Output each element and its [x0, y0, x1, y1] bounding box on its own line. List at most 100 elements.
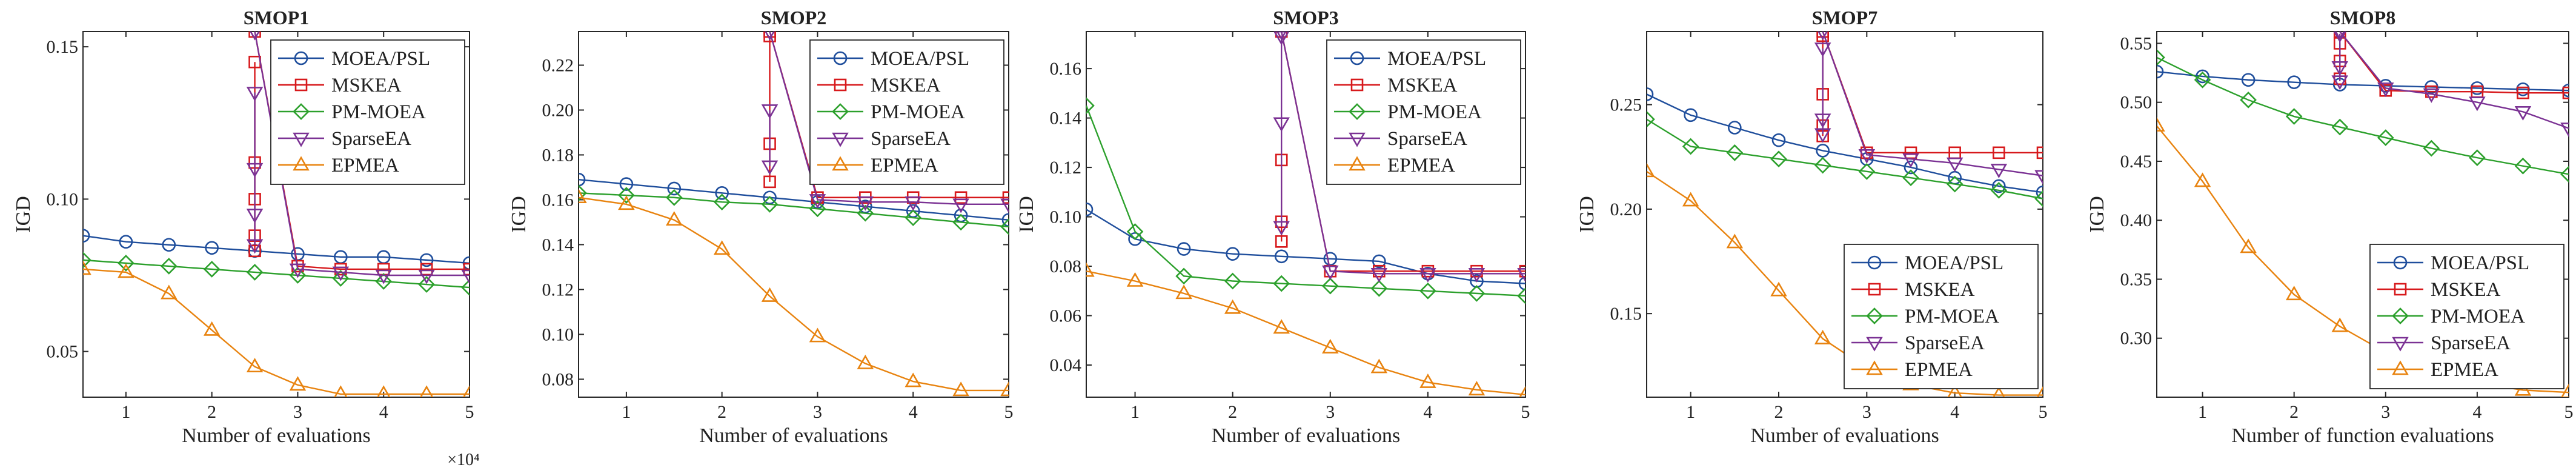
- legend-marker: [2392, 307, 2409, 324]
- data-point: [763, 175, 776, 189]
- legend-item: MOEA/PSL: [278, 48, 430, 70]
- y-tick-label: 0.55: [2120, 33, 2153, 53]
- x-tick-label: 1: [121, 402, 130, 422]
- data-point: [2377, 129, 2394, 146]
- data-point: [1002, 191, 1009, 204]
- data-point: [118, 255, 134, 272]
- data-point: [1321, 277, 1339, 295]
- data-point: [1273, 319, 1290, 334]
- legend-marker: [834, 78, 847, 92]
- data-point: [1990, 164, 2008, 179]
- data-point: [246, 163, 264, 178]
- series-line: [2157, 56, 2569, 175]
- data-point: [332, 270, 350, 287]
- y-tick-label: 0.16: [542, 190, 574, 210]
- x-tick-label: 1: [1686, 402, 1695, 422]
- data-point: [952, 381, 969, 397]
- legend-label: MSKEA: [871, 75, 941, 96]
- data-point: [1726, 233, 1744, 249]
- series-line: [1086, 105, 1525, 297]
- series-line: [83, 259, 470, 289]
- series-sparseea: [1814, 32, 2043, 185]
- data-point: [1370, 267, 1388, 283]
- data-point: [160, 258, 178, 275]
- data-point: [579, 172, 586, 187]
- data-point: [809, 194, 826, 209]
- data-point: [1946, 157, 1964, 172]
- data-point: [2036, 146, 2043, 159]
- data-point: [1728, 121, 1742, 135]
- legend-item: PM-MOEA: [817, 101, 965, 123]
- data-point: [161, 284, 178, 300]
- legend-marker: [1349, 132, 1366, 147]
- plot-area: [2157, 32, 2569, 397]
- data-point: [618, 187, 635, 204]
- y-tick-label: 0.05: [47, 342, 79, 362]
- data-point: [1858, 149, 1876, 164]
- y-axis-label: IGD: [12, 196, 35, 232]
- x-axis-label: Number of evaluations: [1212, 424, 1401, 447]
- axes-box: [1646, 31, 2043, 398]
- chart-panel-2: SMOP2 1 2 3 4 5 0.08 0.10 0.12 0.14 0.16 0.18 0.20 0.…: [508, 7, 1014, 447]
- data-point: [2560, 166, 2569, 183]
- series-line: [579, 196, 1009, 392]
- data-point: [2240, 91, 2257, 109]
- data-point: [418, 276, 435, 293]
- data-point: [1519, 386, 1525, 397]
- data-point: [2331, 75, 2348, 90]
- data-point: [1468, 381, 1486, 396]
- data-point: [119, 235, 133, 249]
- legend-label: EPMEA: [1905, 359, 1973, 381]
- y-tick-label: 0.18: [542, 145, 574, 165]
- axes-box: [2156, 31, 2569, 398]
- series-pm-moea: [579, 184, 1009, 235]
- data-point: [1770, 281, 1787, 297]
- series-line: [1822, 32, 2043, 176]
- y-axis-label: IGD: [1576, 196, 1598, 232]
- data-point: [1175, 284, 1192, 300]
- legend-label: MSKEA: [1905, 279, 1975, 301]
- series-line: [2339, 32, 2569, 129]
- data-point: [246, 358, 264, 373]
- data-point: [246, 264, 264, 281]
- legend-label: MSKEA: [2431, 279, 2501, 301]
- legend-marker: [2393, 255, 2408, 270]
- data-point: [83, 260, 91, 275]
- data-point: [2285, 108, 2303, 125]
- data-point: [1992, 179, 2006, 193]
- y-tick-label: 0.35: [2120, 269, 2153, 289]
- legend-item: PM-MOEA: [1851, 306, 1999, 327]
- data-point: [246, 209, 264, 224]
- data-point: [905, 196, 921, 211]
- legend-item: SparseEA: [2377, 332, 2511, 354]
- data-point: [1518, 277, 1525, 290]
- y-tick-label: 0.45: [2120, 152, 2153, 172]
- data-point: [1323, 252, 1338, 266]
- axes-box: [1086, 31, 1526, 398]
- data-point: [1902, 169, 1919, 187]
- chart-panel-3: SMOP3 1 2 3 4 5 0.04 0.06 0.08 0.10 0.12 0.14 0.16 Nu…: [1015, 7, 1530, 447]
- data-point: [246, 87, 264, 102]
- data-point: [1370, 358, 1388, 374]
- data-point: [2562, 86, 2569, 99]
- legend-item: MSKEA: [1851, 279, 1975, 301]
- legend-marker: [294, 78, 308, 92]
- data-point: [419, 385, 434, 397]
- data-point: [2561, 383, 2569, 397]
- series-sparseea: [246, 32, 470, 284]
- legend-marker: [1349, 156, 1366, 171]
- y-tick-label: 0.15: [1610, 304, 1642, 324]
- data-point: [1726, 144, 1744, 161]
- legend-label: PM-MOEA: [331, 101, 426, 123]
- x-tick-label: 4: [1950, 402, 1959, 422]
- data-point: [1770, 150, 1787, 168]
- data-point: [1517, 287, 1525, 304]
- y-tick-label: 0.14: [542, 235, 574, 255]
- legend-label: PM-MOEA: [2431, 306, 2525, 327]
- y-tick-label: 0.16: [1050, 59, 1082, 79]
- y-tick-label: 0.08: [1050, 256, 1082, 277]
- chart-title: SMOP8: [2330, 7, 2395, 28]
- legend-item: PM-MOEA: [2377, 306, 2525, 327]
- chart-panel-4: SMOP7 1 2 3 4 5 0.15 0.20 0.25 Number of evaluati…: [1576, 7, 2048, 447]
